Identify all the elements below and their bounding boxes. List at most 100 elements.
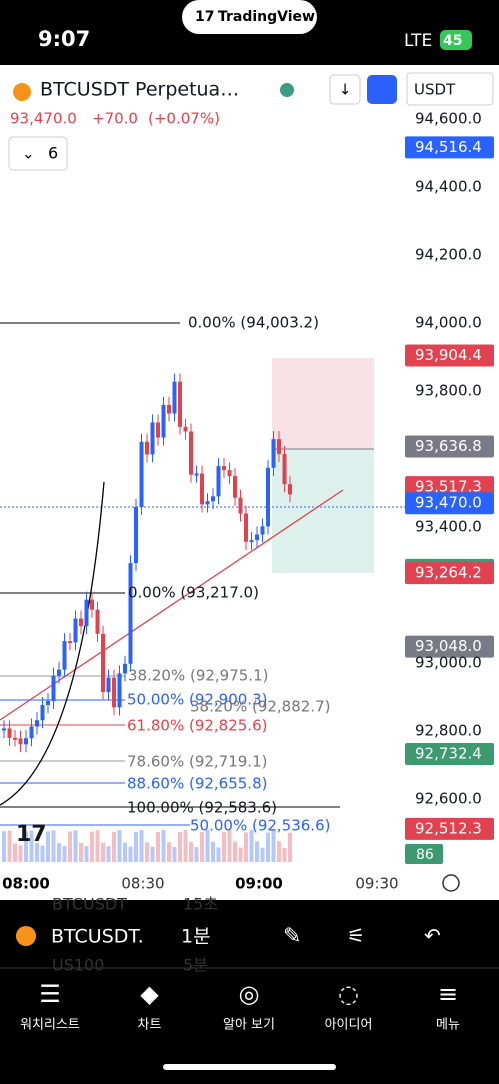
indicator-tool[interactable]: ⚟ (347, 924, 365, 948)
tab-label[interactable]: 알아 보기 (223, 1018, 275, 1033)
candle-body (112, 677, 116, 708)
volume-bar (156, 831, 160, 862)
price-label: 93,636.8 (415, 437, 482, 455)
tab-icon: ◆ (140, 980, 159, 1008)
ghost-text: 5분 (183, 956, 208, 975)
mode-button[interactable] (367, 75, 397, 104)
candle-body (233, 476, 237, 498)
app-badge-text: TradingView (218, 9, 315, 25)
price-label: 94,200.0 (415, 246, 482, 264)
fib-label: 0.00% (93,217.0) (128, 584, 259, 602)
price-box (405, 435, 494, 458)
candle-body (178, 381, 182, 427)
candle-body (139, 441, 144, 507)
candle-body (95, 609, 100, 634)
market-status[interactable] (280, 83, 294, 97)
volume-bar (255, 841, 259, 862)
volume-bar (249, 829, 254, 862)
currency: USDT (414, 81, 456, 99)
symbol: BTCUSDT Perpetua… (40, 79, 239, 101)
candle-body (79, 618, 83, 627)
icon: ⌄ (22, 145, 35, 163)
indicator-toggle[interactable] (8, 136, 68, 171)
volume-bar (211, 841, 215, 862)
volume-bar (79, 842, 83, 862)
logo: 17 (195, 9, 214, 25)
candle-body (13, 737, 17, 740)
volume-bar (35, 843, 39, 862)
app-badge (182, 0, 317, 34)
volume-bar (51, 830, 56, 862)
candle-body (288, 484, 292, 495)
candle-body (244, 513, 248, 542)
curve (0, 481, 105, 806)
coin-icon (16, 926, 36, 946)
price-label: 92,800.0 (415, 722, 482, 740)
volume-bar (68, 831, 72, 862)
volume-bar (128, 846, 133, 862)
ghost-text: 15초 (183, 895, 218, 914)
price-box (405, 817, 494, 840)
price-label: 93,470.0 (415, 494, 482, 512)
fib-label: 50.00% (92,536.6) (190, 817, 330, 835)
tab-icon: ◌ (338, 980, 359, 1008)
fib-label: 38.20% (92,882.7) (190, 698, 330, 716)
volume-bar (29, 830, 34, 862)
candle-body (271, 439, 276, 468)
tab-label[interactable]: 워치리스트 (20, 1018, 80, 1033)
candle-body (194, 473, 199, 476)
network: LTE (404, 31, 432, 51)
volume-bar (101, 842, 105, 862)
undo[interactable]: ↶ (424, 924, 441, 948)
price: 93,470.0 (10, 110, 77, 128)
volume-bar (117, 830, 122, 862)
currency-select[interactable] (406, 72, 494, 106)
volume-bar (216, 847, 221, 862)
toolbar-interval[interactable]: 1분 (181, 926, 211, 948)
candle-body (161, 404, 166, 438)
indicator-count: 6 (48, 144, 58, 163)
price-label: 93,904.4 (415, 346, 482, 364)
toolbar-symbol[interactable]: BTCUSDT. (51, 926, 144, 948)
volume-bar (139, 830, 144, 862)
tab-label[interactable]: 메뉴 (436, 1018, 460, 1033)
volume-bar (233, 841, 237, 862)
candle-body (222, 466, 226, 471)
volume-bar (282, 847, 287, 862)
candle-body (249, 540, 254, 543)
volume-bar (95, 830, 100, 862)
price-label: 93,264.2 (415, 564, 482, 582)
volume-bar (57, 843, 61, 862)
fib-label: 78.60% (92,719.1) (127, 753, 267, 771)
candle-body (189, 431, 193, 475)
candle-body (167, 404, 171, 414)
download-button[interactable] (329, 74, 361, 105)
volume-bar (7, 830, 12, 862)
candle-body (46, 700, 50, 705)
candle-body (117, 673, 122, 708)
candle-body (172, 381, 177, 414)
volume-bar (205, 829, 210, 862)
volume-bar (194, 847, 199, 862)
tab-label[interactable]: 차트 (138, 1018, 162, 1033)
price-label: 93,048.0 (415, 637, 482, 655)
draw-tool[interactable]: ✎ (283, 924, 301, 949)
time-label: 08:00 (2, 875, 50, 893)
price-label: 93,800.0 (415, 382, 482, 400)
candle-body (134, 506, 138, 564)
volume-bar (271, 829, 276, 862)
candle-body (145, 441, 149, 455)
settings-icon[interactable] (442, 874, 460, 892)
candle-body (29, 726, 34, 739)
candle-body (51, 675, 56, 701)
volume-bar (288, 832, 292, 862)
candle-body (123, 663, 127, 674)
candle-body (205, 501, 210, 505)
tab-label[interactable]: 아이디어 (325, 1018, 373, 1033)
battery (440, 30, 472, 50)
battery-level: 45 (443, 33, 462, 49)
candle-body (216, 466, 221, 497)
price-label: 93,000.0 (415, 654, 482, 672)
